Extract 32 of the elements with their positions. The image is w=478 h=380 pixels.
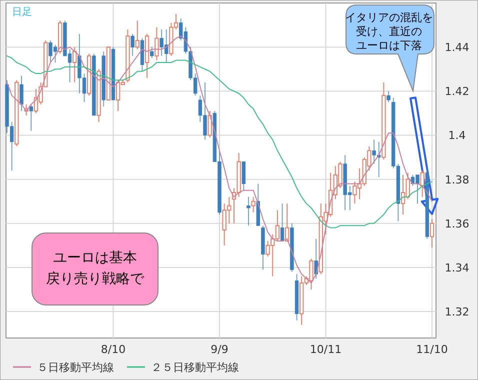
x-tick-label: 8/10 — [100, 343, 126, 356]
y-tick-label: 1.36 — [444, 217, 470, 230]
line-series — [6, 55, 432, 228]
candlestick — [208, 110, 212, 138]
candlestick — [150, 46, 154, 59]
candlestick — [242, 161, 246, 191]
y-tick-label: 1.4 — [448, 129, 466, 142]
legend-label: ２５日移動平均線 — [151, 361, 239, 374]
y-tick-label: 1.42 — [444, 85, 470, 98]
candlestick — [280, 203, 284, 242]
candlestick — [420, 170, 424, 198]
candlestick — [386, 90, 390, 103]
y-tick-label: 1.38 — [444, 173, 470, 186]
candlestick — [251, 196, 256, 213]
x-tick-label: 9/9 — [210, 343, 228, 356]
candlestick — [135, 20, 140, 50]
annotation: イタリアの混乱を受け、直近のユーロは下落 — [345, 11, 433, 52]
candlestick — [20, 75, 24, 112]
annotation: ユーロは基本戻り売り戦略で — [46, 250, 145, 287]
candlestick — [246, 196, 250, 226]
candlestick — [29, 104, 33, 132]
candlestick — [154, 26, 159, 61]
y-tick-label: 1.34 — [444, 261, 470, 274]
y-tick-label: 1.44 — [444, 41, 470, 54]
legend-label: ５日移動平均線 — [37, 361, 114, 374]
candlestick — [72, 46, 77, 83]
x-tick-label: 11/10 — [416, 343, 448, 356]
annotation: 日足 — [12, 7, 32, 18]
candlestick — [130, 33, 134, 56]
x-tick-label: 10/11 — [310, 343, 342, 356]
y-tick-label: 1.32 — [444, 306, 470, 319]
candlestick — [314, 238, 318, 279]
